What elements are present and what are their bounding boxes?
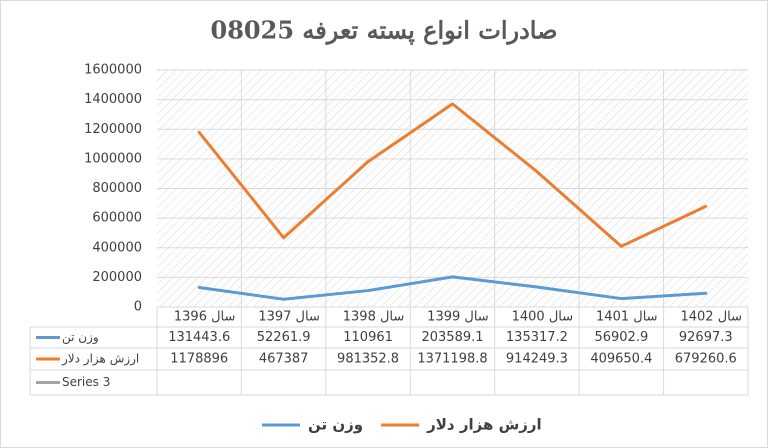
series-line <box>197 102 708 248</box>
table-series-name: Series 3 <box>62 375 110 389</box>
x-tick-label: سال 1396 <box>174 310 236 325</box>
table-value: 409650.4 <box>590 352 652 367</box>
table-value: 914249.3 <box>506 352 568 367</box>
y-tick-label: 400000 <box>92 240 142 255</box>
x-tick-label: سال 1399 <box>427 310 489 325</box>
table-value: 981352.8 <box>337 352 399 367</box>
table-series-name: ارزش هزار دلار <box>61 352 139 367</box>
x-tick-label: سال 1398 <box>343 310 405 325</box>
table-value: 56902.9 <box>594 330 648 345</box>
y-tick-label: 1200000 <box>84 122 142 137</box>
table-value: 52261.9 <box>257 330 311 345</box>
table-value: 679260.6 <box>675 352 737 367</box>
x-tick-label: سال 1401 <box>596 310 658 325</box>
x-tick-label: سال 1402 <box>680 310 742 325</box>
y-tick-label: 200000 <box>92 270 142 285</box>
y-tick-label: 1600000 <box>84 63 142 78</box>
table-value: 467387 <box>259 352 309 367</box>
y-tick-label: 600000 <box>92 211 142 226</box>
x-tick-label: سال 1397 <box>258 310 320 325</box>
table-value: 1371198.8 <box>417 352 487 367</box>
table-value: 131443.6 <box>168 330 230 345</box>
series-line <box>197 275 708 301</box>
y-tick-label: 800000 <box>92 181 142 196</box>
legend-label: ارزش هزار دلار <box>426 416 542 434</box>
x-tick-label: سال 1400 <box>512 310 574 325</box>
table-value: 203589.1 <box>421 330 483 345</box>
table-value: 135317.2 <box>506 330 568 345</box>
table-value: 110961 <box>343 330 393 345</box>
table-value: 1178896 <box>170 352 228 367</box>
chart-title: صادرات انواع پسته تعرفه 08025 <box>211 16 558 46</box>
legend-label: وزن تن <box>308 416 363 434</box>
y-tick-label: 0 <box>134 300 142 315</box>
table-value: 92697.3 <box>679 330 733 345</box>
y-tick-label: 1000000 <box>84 151 142 166</box>
table-series-name: وزن تن <box>62 330 99 345</box>
y-tick-label: 1400000 <box>84 92 142 107</box>
